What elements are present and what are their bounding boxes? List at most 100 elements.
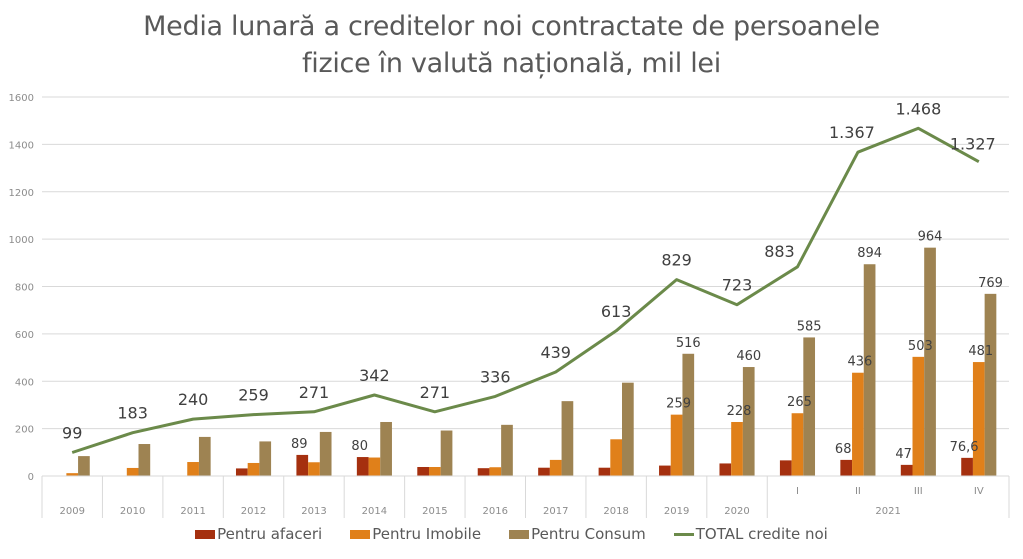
bar-imobile	[610, 439, 623, 476]
bar-imobile	[731, 421, 743, 476]
x-tick-label: 2012	[241, 506, 266, 517]
x-tick-label: 2013	[301, 506, 326, 517]
total-data-label: 240	[178, 390, 209, 409]
bar-imobile	[368, 457, 381, 476]
bar-consum	[803, 337, 816, 476]
bar-afaceri	[356, 457, 369, 476]
legend-swatch-afaceri	[195, 529, 216, 539]
y-tick-label: 1200	[9, 188, 34, 199]
total-data-label: 883	[764, 242, 795, 261]
chart-title-line-1: Media lunară a creditelor noi contractat…	[143, 11, 880, 42]
y-tick-label: 1000	[9, 235, 34, 246]
total-data-label: 439	[540, 343, 571, 362]
y-tick-label: 0	[28, 472, 34, 483]
x-tick-label: III	[914, 486, 923, 497]
x-tick-label: 2019	[664, 506, 689, 517]
bar-afaceri	[719, 463, 732, 476]
bar-imobile-label: 503	[908, 339, 933, 354]
bar-consum	[501, 424, 513, 476]
total-data-label: 336	[480, 367, 511, 386]
legend-item-total: TOTAL credite noi	[673, 525, 828, 543]
bar-imobile-label: 259	[666, 397, 691, 412]
x-tick-label: 2020	[724, 506, 749, 517]
x-tick-label: 2016	[483, 506, 508, 517]
bar-imobile	[912, 356, 925, 476]
y-tick-label: 400	[15, 377, 34, 388]
y-tick-label: 800	[15, 283, 34, 294]
total-data-label: 271	[420, 383, 451, 402]
x-tick-label: 2015	[422, 506, 447, 517]
bars	[66, 247, 997, 476]
bar-consum-label: 769	[978, 276, 1003, 291]
total-data-label: 259	[238, 386, 269, 405]
bar-consum	[924, 247, 936, 476]
bar-afaceri	[900, 464, 913, 476]
total-data-label: 1.468	[895, 99, 941, 118]
legend-item-imobile: Pentru Imobile	[350, 525, 481, 543]
bar-consum	[742, 367, 755, 476]
total-data-label: 271	[299, 383, 330, 402]
bar-imobile-label: 265	[787, 395, 812, 410]
x-tick-label: 2010	[120, 506, 145, 517]
x-group-label: 2021	[875, 506, 900, 517]
bar-afaceri	[417, 466, 429, 476]
legend-swatch-imobile	[350, 529, 371, 539]
bar-consum	[259, 441, 272, 476]
x-tick-label: 2011	[180, 506, 205, 517]
bar-afaceri	[538, 467, 550, 476]
bar-imobile-label: 228	[727, 404, 752, 419]
total-line	[71, 126, 980, 454]
bar-afaceri	[477, 468, 490, 476]
bar-afaceri-label: 47	[895, 447, 912, 462]
bar-imobile	[549, 459, 562, 476]
legend-item-afaceri: Pentru afaceri	[195, 525, 322, 543]
bar-imobile	[670, 414, 683, 476]
bar-afaceri-label: 68	[835, 442, 852, 457]
bar-imobile	[852, 372, 864, 476]
bar-imobile-label: 481	[968, 344, 993, 359]
bar-consum-label: 585	[797, 319, 822, 334]
bar-consum	[319, 431, 332, 476]
total-data-label: 342	[359, 366, 390, 385]
total-data-label: 99	[62, 424, 82, 443]
bar-consum-label: 894	[857, 246, 882, 261]
legend-label-consum: Pentru Consum	[531, 525, 646, 543]
legend-label-imobile: Pentru Imobile	[372, 525, 482, 543]
bar-imobile	[972, 362, 985, 476]
bar-consum	[198, 436, 211, 476]
legend: Pentru afaceri Pentru Imobile Pentru Con…	[0, 525, 1023, 543]
bar-imobile	[187, 462, 199, 476]
bar-afaceri-label: 80	[351, 439, 368, 454]
bar-consum	[682, 353, 695, 476]
x-tick-label: I	[796, 486, 799, 497]
bar-consum-label: 460	[736, 349, 761, 364]
bar-imobile	[791, 413, 804, 476]
total-line-path	[71, 126, 980, 454]
bar-consum	[622, 382, 634, 476]
bar-imobile	[126, 467, 139, 476]
x-tick-label: 2017	[543, 506, 568, 517]
legend-label-total: TOTAL credite noi	[695, 525, 828, 543]
bar-imobile	[66, 473, 79, 476]
legend-label-afaceri: Pentru afaceri	[217, 525, 323, 543]
bar-imobile	[247, 462, 260, 476]
bar-consum	[440, 430, 453, 476]
bar-afaceri	[961, 457, 973, 476]
total-data-label: 723	[722, 276, 753, 295]
total-data-label: 1.327	[950, 135, 996, 154]
y-tick-label: 200	[15, 425, 34, 436]
bar-afaceri	[598, 467, 611, 476]
bar-consum-label: 516	[676, 336, 701, 351]
legend-item-consum: Pentru Consum	[509, 525, 646, 543]
bar-consum-label: 964	[918, 230, 943, 245]
bar-consum	[863, 264, 876, 476]
total-data-label: 1.367	[829, 123, 875, 142]
legend-swatch-consum	[509, 529, 530, 539]
y-tick-label: 1400	[9, 140, 34, 151]
x-tick-label: II	[855, 486, 861, 497]
bar-imobile	[489, 467, 502, 476]
total-data-label: 829	[661, 251, 692, 270]
bar-afaceri	[840, 459, 853, 476]
bar-afaceri	[779, 460, 792, 476]
